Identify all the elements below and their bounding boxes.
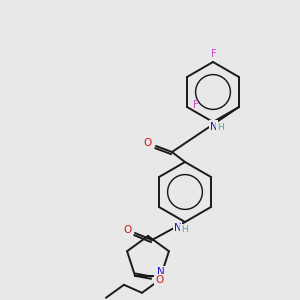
- Text: O: O: [155, 275, 163, 285]
- Text: F: F: [211, 49, 217, 59]
- Text: O: O: [123, 225, 131, 235]
- Text: O: O: [144, 138, 152, 148]
- Text: F: F: [193, 100, 199, 110]
- Text: H: H: [181, 224, 188, 233]
- Text: N: N: [210, 122, 218, 131]
- Text: H: H: [217, 123, 224, 132]
- Text: N: N: [157, 267, 165, 277]
- Text: N: N: [174, 223, 182, 233]
